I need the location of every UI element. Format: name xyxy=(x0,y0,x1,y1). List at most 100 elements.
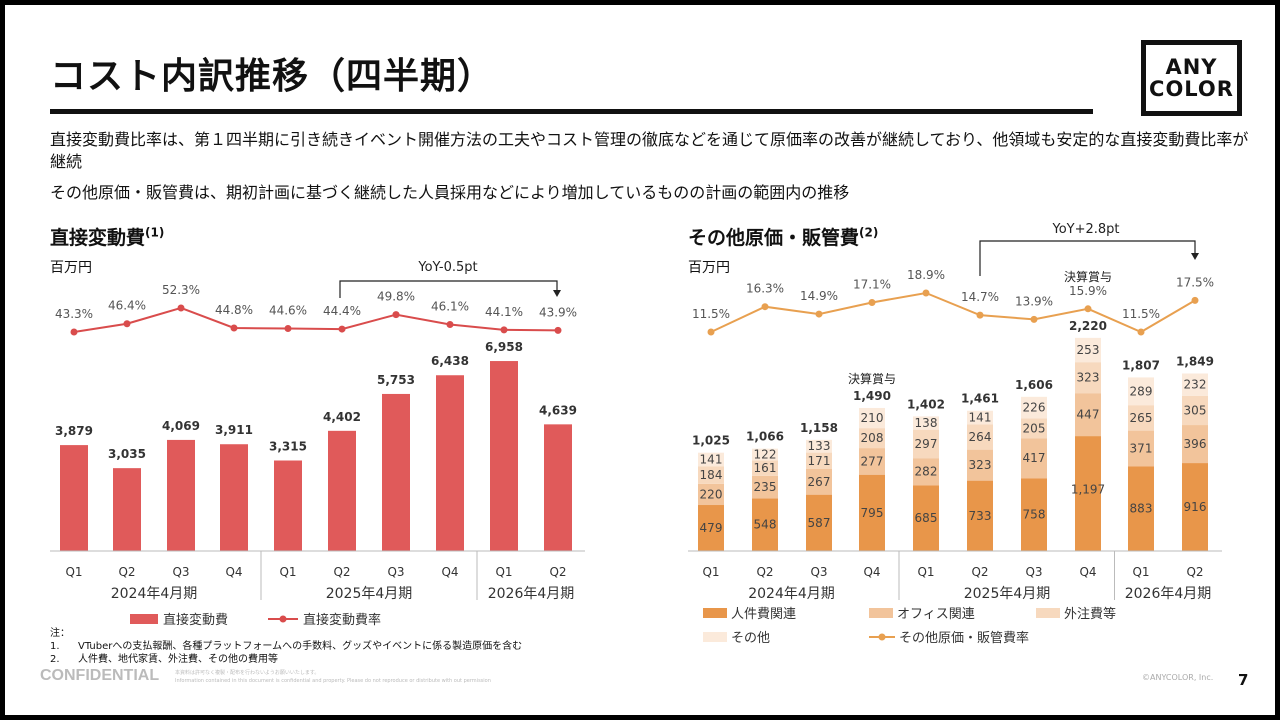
bar-value-label: 3,911 xyxy=(215,423,253,437)
legend-swatch xyxy=(703,608,727,618)
rate-label: 17.1% xyxy=(853,277,891,291)
bar-segment xyxy=(1182,373,1208,396)
segment-label: 141 xyxy=(969,411,992,425)
rate-label: 49.8% xyxy=(377,290,415,304)
note-text: 人件費、地代家賃、外注費、その他の費用等 xyxy=(78,654,278,665)
bar-segment xyxy=(967,449,993,481)
total-label: 1,490 xyxy=(853,389,891,403)
x-tick-label: Q4 xyxy=(863,565,880,579)
segment-label: 122 xyxy=(754,448,777,462)
bar xyxy=(382,393,410,551)
segment-label: 138 xyxy=(915,416,938,430)
bar-segment xyxy=(859,448,885,475)
segment-label: 758 xyxy=(1023,508,1046,522)
total-label: 1,025 xyxy=(692,434,730,448)
x-tick-label: Q3 xyxy=(810,565,827,579)
segment-label: 184 xyxy=(700,468,723,482)
bar-segment xyxy=(1075,393,1101,437)
bar-segment xyxy=(698,466,724,484)
bar-value-label: 4,639 xyxy=(539,403,577,417)
legend-swatch xyxy=(1036,608,1060,618)
bar-segment xyxy=(806,469,832,495)
x-tick-label: Q1 xyxy=(279,565,296,579)
charts: 3,879 3,035 4,069 3,911 3,315 4,402 5,753 6,438… xyxy=(50,222,1222,646)
bar xyxy=(544,424,572,551)
bar-value-label: 4,402 xyxy=(323,410,361,424)
segment-label: 417 xyxy=(1023,451,1046,465)
slide: コスト内訳推移（四半期） ANY COLOR 直接変動費比率は、第１四半期に引き続… xyxy=(5,5,1275,715)
x-group-label: 2025年4月期 xyxy=(326,586,413,602)
bar-value-label: 6,438 xyxy=(431,354,469,368)
rate-point xyxy=(707,328,715,336)
x-tick-label: Q2 xyxy=(756,565,773,579)
anycolor-logo: ANY COLOR xyxy=(1141,40,1242,116)
legend-marker xyxy=(279,615,287,623)
rate-label: 44.4% xyxy=(323,304,361,318)
bar-segment xyxy=(859,474,885,551)
right-note-ref: (2) xyxy=(859,225,879,240)
rate-label: 44.1% xyxy=(485,305,523,319)
rate-point xyxy=(761,303,769,311)
rate-point xyxy=(1191,296,1199,304)
rate-point xyxy=(338,325,346,333)
bar-value-label: 3,879 xyxy=(55,424,93,438)
bar-segment xyxy=(752,460,778,476)
segment-label: 447 xyxy=(1077,408,1100,422)
bar-segment xyxy=(1128,405,1154,431)
legend-label: 外注費等 xyxy=(1064,606,1116,622)
bar-segment xyxy=(1075,362,1101,394)
rate-label: 18.9% xyxy=(907,268,945,282)
right-unit: 百万円 xyxy=(688,260,730,276)
x-tick-label: Q1 xyxy=(917,565,934,579)
total-label: 1,158 xyxy=(800,421,838,435)
bar-segment xyxy=(752,475,778,499)
segment-label: 264 xyxy=(969,430,992,444)
rate-point xyxy=(815,310,823,318)
bar-segment xyxy=(1021,418,1047,439)
legend-label: その他 xyxy=(731,631,770,646)
bar-segment xyxy=(913,458,939,486)
bar-segment xyxy=(1021,396,1047,419)
bullet-1: 直接変動費比率は、第１四半期に引き続きイベント開催方法の工夫やコスト管理の徹底な… xyxy=(50,130,1249,171)
segment-label: 267 xyxy=(808,475,831,489)
segment-label: 277 xyxy=(861,454,884,468)
segment-label: 323 xyxy=(1077,371,1100,385)
disclaimer-en: Information contained in this document i… xyxy=(175,678,491,684)
rate-point xyxy=(1030,315,1038,323)
x-tick-label: Q4 xyxy=(1079,565,1096,579)
segment-label: 479 xyxy=(700,521,723,535)
bar-value-label: 6,958 xyxy=(485,340,523,354)
page-number: 7 xyxy=(1238,671,1249,689)
segment-label: 210 xyxy=(861,411,884,425)
rate-point xyxy=(976,311,984,319)
bar-segment xyxy=(859,407,885,429)
segment-label: 253 xyxy=(1077,343,1100,357)
x-group-label: 2026年4月期 xyxy=(1125,586,1212,602)
rate-point xyxy=(70,328,78,336)
bar-segment xyxy=(752,448,778,461)
disclaimer-jp: 本資料は許可なく複製・配布を行わないようお願いいたします。 xyxy=(175,670,320,676)
bar xyxy=(274,460,302,551)
segment-label: 141 xyxy=(700,452,723,466)
bar-segment xyxy=(806,452,832,470)
right-heading-text: その他原価・販管費 xyxy=(688,227,860,249)
segment-label: 916 xyxy=(1184,500,1207,514)
legend-swatch xyxy=(703,632,727,642)
rate-point xyxy=(1084,305,1092,313)
right-heading: その他原価・販管費(2) xyxy=(688,223,878,250)
bar-value-label: 3,315 xyxy=(269,440,307,454)
bar xyxy=(490,361,518,551)
x-group-label: 2024年4月期 xyxy=(748,586,835,602)
segment-label: 265 xyxy=(1130,411,1153,425)
notes: 注： 1. VTuberへの支払報酬、各種プラットフォームへの手数料、グッズやイベ… xyxy=(50,627,522,666)
rate-point xyxy=(392,311,400,319)
segment-label: 220 xyxy=(700,487,723,501)
rate-point xyxy=(500,326,508,334)
total-label: 1,849 xyxy=(1176,354,1214,368)
logo-line-1: ANY xyxy=(1165,55,1218,79)
segment-label: 297 xyxy=(915,437,938,451)
bar-segment xyxy=(967,480,993,551)
rate-label: 52.3% xyxy=(162,283,200,297)
rate-label: 43.3% xyxy=(55,307,93,321)
bar-segment xyxy=(1182,425,1208,464)
